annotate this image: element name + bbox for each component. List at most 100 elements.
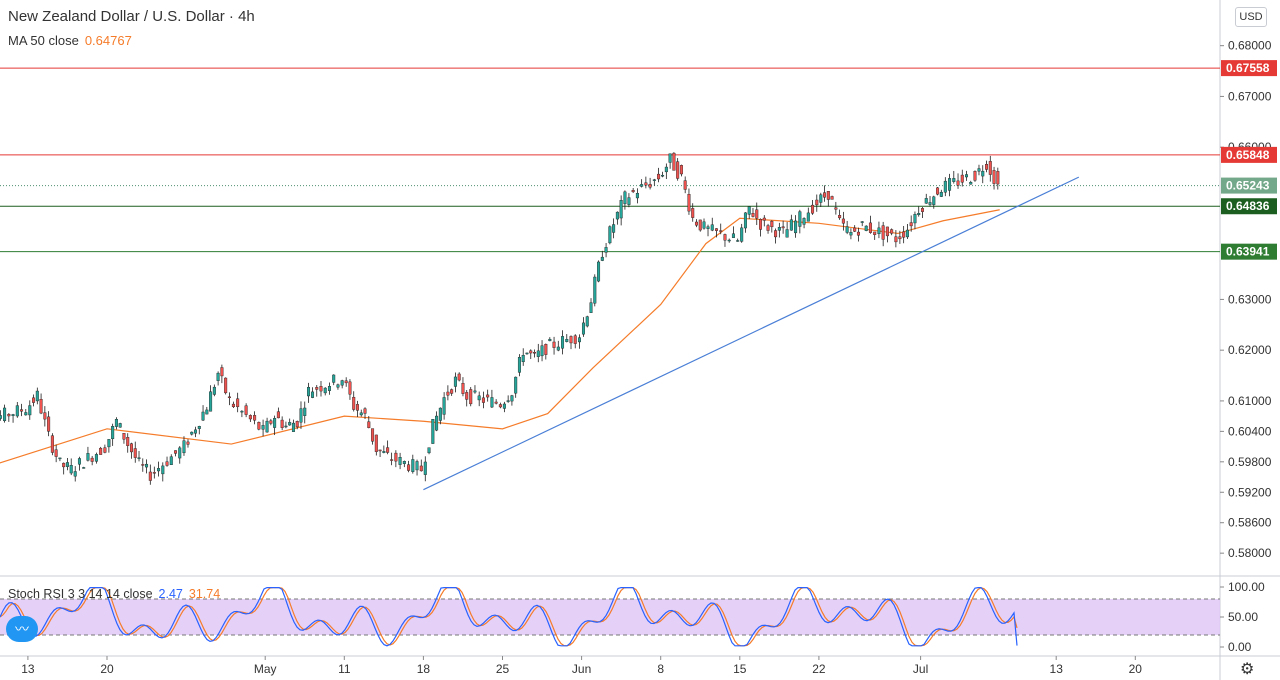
currency-button[interactable]: USD xyxy=(1235,7,1267,27)
candle-body xyxy=(0,415,2,419)
stoch-d-line xyxy=(0,586,1018,647)
candle-body xyxy=(103,447,107,453)
candle-body xyxy=(985,164,989,170)
candle-body xyxy=(240,410,244,413)
candle-body xyxy=(352,396,356,410)
candle-body xyxy=(873,231,877,235)
candle-body xyxy=(212,386,216,395)
candle-body xyxy=(415,461,419,471)
candle-body xyxy=(751,213,755,217)
gear-icon[interactable]: ⚙ xyxy=(1240,661,1255,678)
stoch-label: Stoch RSI 3 3 14 14 close xyxy=(8,587,153,601)
candle-body xyxy=(62,462,66,468)
candle-body xyxy=(668,153,672,163)
candle-body xyxy=(823,192,827,198)
candle-body xyxy=(956,180,960,186)
tradingview-logo-icon[interactable]: 〰 xyxy=(6,616,38,642)
candle-body xyxy=(960,174,964,183)
candle-body xyxy=(386,447,390,453)
candle-body xyxy=(877,227,881,235)
candle-body xyxy=(186,441,190,445)
candle-body xyxy=(714,228,718,231)
candle-body xyxy=(747,206,751,215)
candle-body xyxy=(402,461,406,464)
candle-body xyxy=(860,221,864,223)
candle-body xyxy=(514,376,518,394)
candle-body xyxy=(24,412,28,416)
candle-body xyxy=(227,396,231,399)
time-tick-label: 25 xyxy=(496,662,510,676)
candle-body xyxy=(288,422,292,426)
candle-body xyxy=(307,386,311,397)
candle-body xyxy=(838,215,842,219)
candle-body xyxy=(69,465,73,474)
candle-body xyxy=(315,387,319,390)
price-tick-label: 0.58600 xyxy=(1228,516,1272,530)
candle-body xyxy=(561,336,565,349)
candle-body xyxy=(565,338,569,342)
candles-group xyxy=(0,152,1000,485)
price-tick-label: 0.62000 xyxy=(1228,343,1272,357)
stoch-legend: Stoch RSI 3 3 14 14 close 2.47 31.74 xyxy=(8,587,220,601)
candle-body xyxy=(473,390,477,393)
candle-body xyxy=(615,211,619,220)
candle-body xyxy=(145,463,149,468)
candle-body xyxy=(965,174,969,178)
time-tick-label: 11 xyxy=(338,662,351,676)
candle-body xyxy=(323,387,327,394)
candle-body xyxy=(54,449,58,457)
candle-body xyxy=(868,222,872,233)
candle-body xyxy=(577,337,581,343)
candle-body xyxy=(585,316,589,327)
candle-body xyxy=(648,184,652,188)
ma-legend: MA 50 close 0.64767 xyxy=(8,33,132,48)
candle-body xyxy=(969,182,973,185)
candle-body xyxy=(435,415,439,431)
candle-body xyxy=(178,447,182,459)
candle-body xyxy=(917,213,921,216)
price-tick-label: 0.61000 xyxy=(1228,394,1272,408)
candle-body xyxy=(371,428,375,442)
candle-body xyxy=(118,423,122,428)
candle-body xyxy=(165,461,169,466)
candle-body xyxy=(506,400,510,402)
current-price-label: 0.65243 xyxy=(1226,179,1270,193)
candle-body xyxy=(702,221,706,229)
candle-body xyxy=(536,350,540,357)
candle-body xyxy=(450,389,454,394)
candle-body xyxy=(15,405,19,417)
time-tick-label: 20 xyxy=(100,662,114,676)
candle-body xyxy=(311,391,315,398)
candle-body xyxy=(774,230,778,238)
candle-body xyxy=(679,165,683,175)
candle-body xyxy=(600,256,604,261)
candle-body xyxy=(661,174,665,177)
candle-body xyxy=(830,196,834,200)
candle-body xyxy=(58,457,62,460)
candle-body xyxy=(890,229,894,234)
level-price-label: 0.63941 xyxy=(1226,245,1270,259)
candle-body xyxy=(216,372,220,381)
candle-body xyxy=(719,230,723,232)
candle-body xyxy=(157,468,161,472)
candle-body xyxy=(197,426,201,429)
candle-body xyxy=(73,471,77,477)
candle-body xyxy=(736,240,740,242)
candle-body xyxy=(589,302,593,313)
candle-body xyxy=(864,225,868,231)
candle-body xyxy=(137,457,141,459)
price-tick-label: 0.58000 xyxy=(1228,546,1272,560)
candle-body xyxy=(552,341,556,348)
candle-body xyxy=(486,394,490,398)
candle-body xyxy=(99,447,103,455)
candle-body xyxy=(201,411,205,421)
candle-body xyxy=(939,191,943,197)
candle-body xyxy=(336,384,340,388)
candle-body xyxy=(126,437,130,446)
candle-body xyxy=(948,178,952,191)
candle-body xyxy=(394,452,398,462)
candle-body xyxy=(510,395,514,402)
candle-body xyxy=(224,377,228,394)
candle-body xyxy=(770,221,774,228)
